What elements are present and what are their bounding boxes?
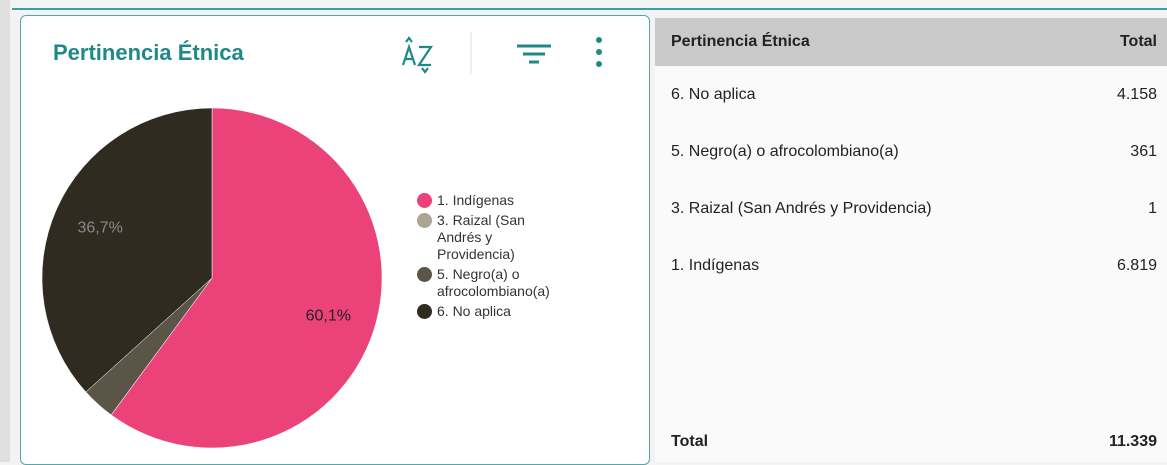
- menu-dot: [596, 49, 602, 55]
- legend-label: 3. Raizal (San Andrés y Providencia): [437, 212, 525, 262]
- legend: 1. Indígenas 3. Raizal (San Andrés y Prov…: [417, 192, 597, 323]
- total-label: Total: [671, 433, 709, 450]
- table-row: 1. Indígenas 6.819: [655, 237, 1167, 294]
- table-total: Total 11.339: [655, 424, 1167, 460]
- top-border: [12, 8, 1167, 10]
- pie-slice: [110, 107, 383, 449]
- table-header: Pertinencia Étnica Total: [655, 18, 1167, 66]
- sort-arrows: [405, 36, 429, 74]
- legend-label: 1. Indígenas: [437, 192, 515, 208]
- legend-swatch: [417, 213, 432, 228]
- label-cell: 3. Raizal (San Andrés y Providencia): [671, 199, 932, 217]
- value-cell: 361: [1130, 142, 1157, 160]
- total-value: 11.339: [1108, 433, 1157, 450]
- legend-swatch: [417, 267, 432, 282]
- label-cell: 1. Indígenas: [671, 256, 760, 274]
- table-row: 3. Raizal (San Andrés y Providencia) 1: [655, 180, 1167, 237]
- pie-slice: [41, 107, 213, 393]
- sort-z: [416, 45, 434, 67]
- legend-item: 1. Indígenas: [417, 192, 597, 209]
- menu-dot: [596, 37, 602, 43]
- legend-label: 6. No aplica: [437, 303, 511, 319]
- legend-item: 6. No aplica: [417, 303, 597, 320]
- header-cell: Pertinencia Étnica: [671, 33, 810, 50]
- label-cell: 5. Negro(a) o afrocolombiano(a): [671, 142, 899, 160]
- legend-item: 5. Negro(a) o afrocolombiano(a): [417, 266, 597, 300]
- sort-icon[interactable]: [401, 36, 434, 74]
- filter-icon[interactable]: [517, 44, 551, 64]
- chart: 60,1% 36,7%: [41, 32, 602, 449]
- table-body: 6. No aplica 4.158 5. Negro(a) o afrocolom…: [655, 66, 1167, 294]
- table-row: 5. Negro(a) o afrocolombiano(a) 361: [655, 123, 1167, 180]
- chart-title: Pertinencia Étnica: [53, 40, 244, 65]
- table-row: 6. No aplica 4.158: [655, 66, 1167, 123]
- value-cell: 1: [1148, 199, 1157, 217]
- legend-item: 3. Raizal (San Andrés y Providencia): [417, 212, 597, 263]
- value-cell: 4.158: [1116, 85, 1157, 103]
- menu-dot: [596, 61, 602, 67]
- slice-label: 60,1%: [306, 307, 351, 324]
- slice-label: 36,7%: [77, 220, 122, 237]
- header-cell: Total: [1119, 33, 1157, 50]
- chart-card: 60,1% 36,7% Pertinencia Étnica 1. Indígen…: [20, 15, 650, 465]
- menu-icon[interactable]: [596, 37, 602, 67]
- data-table: Pertinencia Étnica Total 6. No aplica 4.1…: [655, 18, 1167, 462]
- sort-a: [401, 43, 417, 66]
- legend-swatch: [417, 193, 432, 208]
- label-cell: 6. No aplica: [671, 85, 756, 103]
- side-strip: [0, 0, 10, 462]
- value-cell: 6.819: [1116, 256, 1157, 274]
- legend-label: 5. Negro(a) o afrocolombiano(a): [437, 266, 550, 299]
- legend-swatch: [417, 304, 432, 319]
